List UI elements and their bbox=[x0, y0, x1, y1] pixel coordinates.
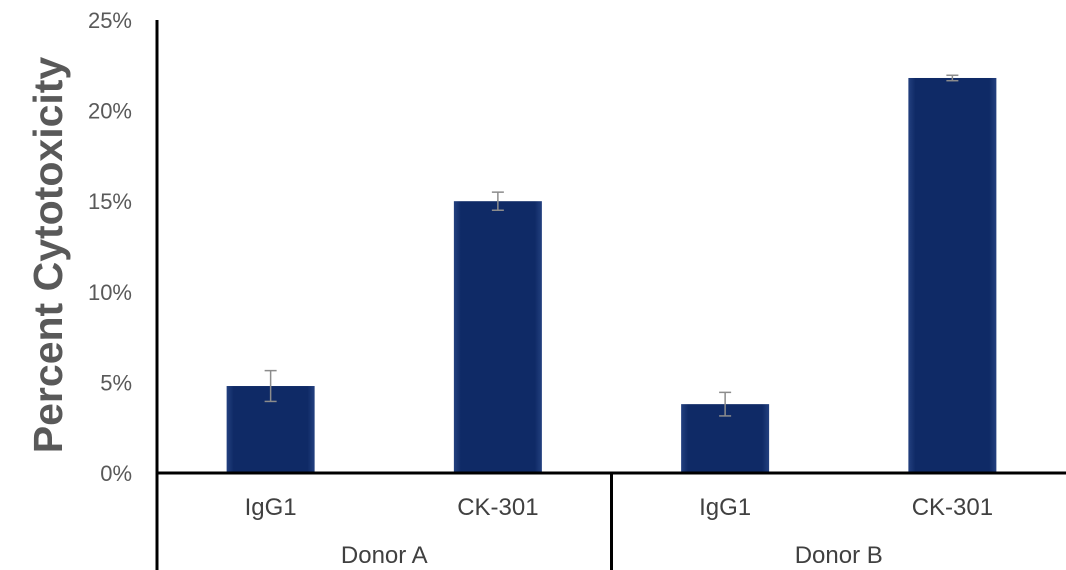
bar bbox=[453, 201, 542, 473]
x-tick-label: CK-301 bbox=[912, 494, 993, 521]
y-tick-label: 5% bbox=[100, 370, 132, 395]
y-axis-label: Percent Cytotoxicity bbox=[25, 57, 71, 454]
bar bbox=[908, 77, 997, 473]
plot-area: 0% 5% 10% 15% 20% 25% IgG1 CK-301 IgG1 CK-301 Dono… bbox=[88, 8, 1066, 570]
group-label: Donor A bbox=[341, 542, 428, 569]
y-tick-label: 20% bbox=[88, 99, 132, 124]
x-tick-label: CK-301 bbox=[457, 494, 538, 521]
group-label: Donor B bbox=[795, 542, 883, 569]
y-tick-label: 15% bbox=[88, 189, 132, 214]
y-tick-label: 10% bbox=[88, 280, 132, 305]
y-tick-label: 0% bbox=[100, 461, 132, 486]
x-tick-label: IgG1 bbox=[699, 494, 751, 521]
x-tick-label: IgG1 bbox=[245, 494, 297, 521]
y-tick-label: 25% bbox=[88, 8, 132, 33]
